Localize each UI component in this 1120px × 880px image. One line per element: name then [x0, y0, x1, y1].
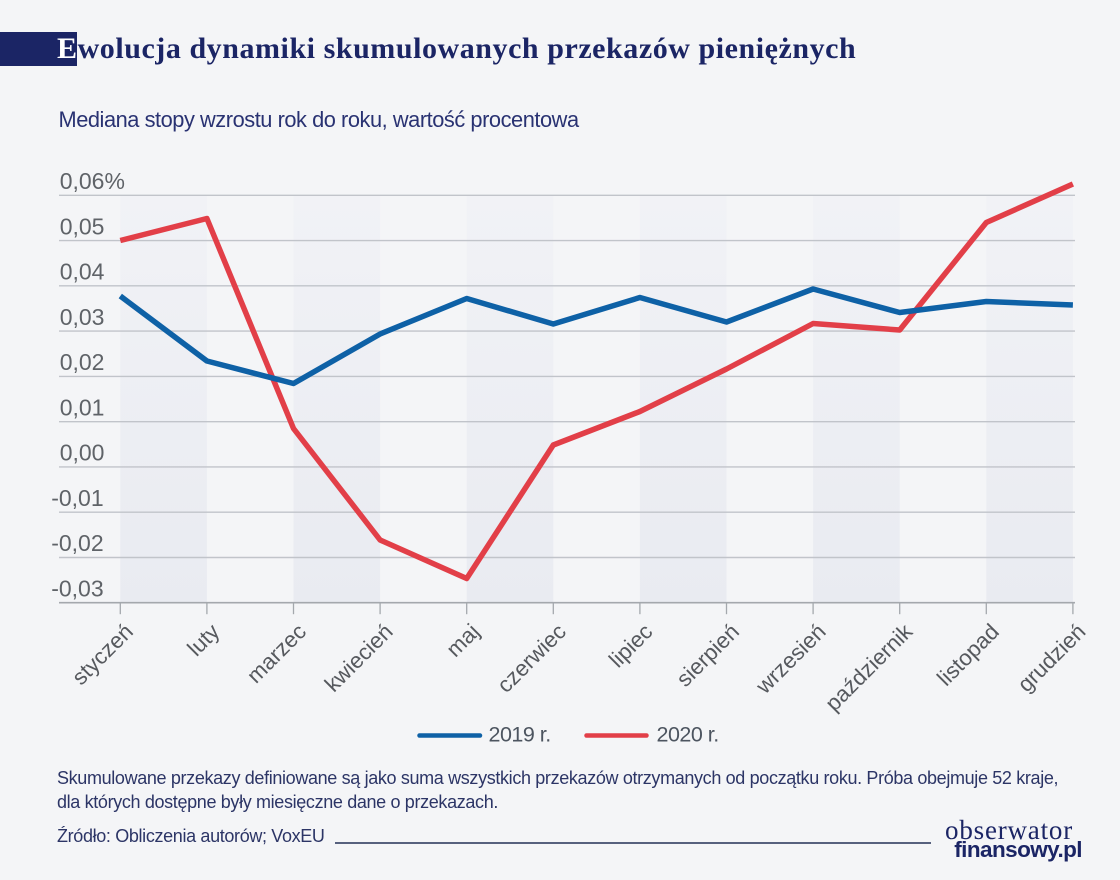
svg-text:lipiec: lipiec — [604, 619, 657, 672]
svg-text:grudzień: grudzień — [1013, 619, 1091, 697]
svg-text:-0,03: -0,03 — [51, 575, 103, 601]
svg-text:maj: maj — [441, 619, 484, 662]
svg-text:0,00: 0,00 — [60, 440, 105, 466]
svg-text:0,05: 0,05 — [60, 213, 105, 239]
svg-text:0,04: 0,04 — [60, 259, 105, 285]
svg-text:marzec: marzec — [242, 619, 311, 688]
svg-text:kwiecień: kwiecień — [320, 619, 398, 697]
svg-text:listopad: listopad — [932, 619, 1004, 691]
svg-text:0,01: 0,01 — [60, 394, 105, 420]
svg-text:sierpień: sierpień — [671, 619, 744, 692]
svg-text:2019 r.: 2019 r. — [489, 723, 551, 747]
svg-text:wrzesień: wrzesień — [750, 619, 830, 699]
svg-text:0,03: 0,03 — [60, 304, 105, 330]
svg-text:-0,02: -0,02 — [51, 530, 103, 556]
svg-text:styczeń: styczeń — [67, 619, 138, 690]
svg-text:0,02: 0,02 — [60, 349, 105, 375]
svg-text:luty: luty — [182, 618, 225, 661]
svg-text:październik: październik — [820, 618, 918, 716]
svg-text:0,06%: 0,06% — [60, 168, 125, 194]
svg-text:czerwiec: czerwiec — [492, 619, 571, 698]
svg-text:-0,01: -0,01 — [51, 485, 103, 511]
svg-text:2020 r.: 2020 r. — [657, 723, 719, 747]
